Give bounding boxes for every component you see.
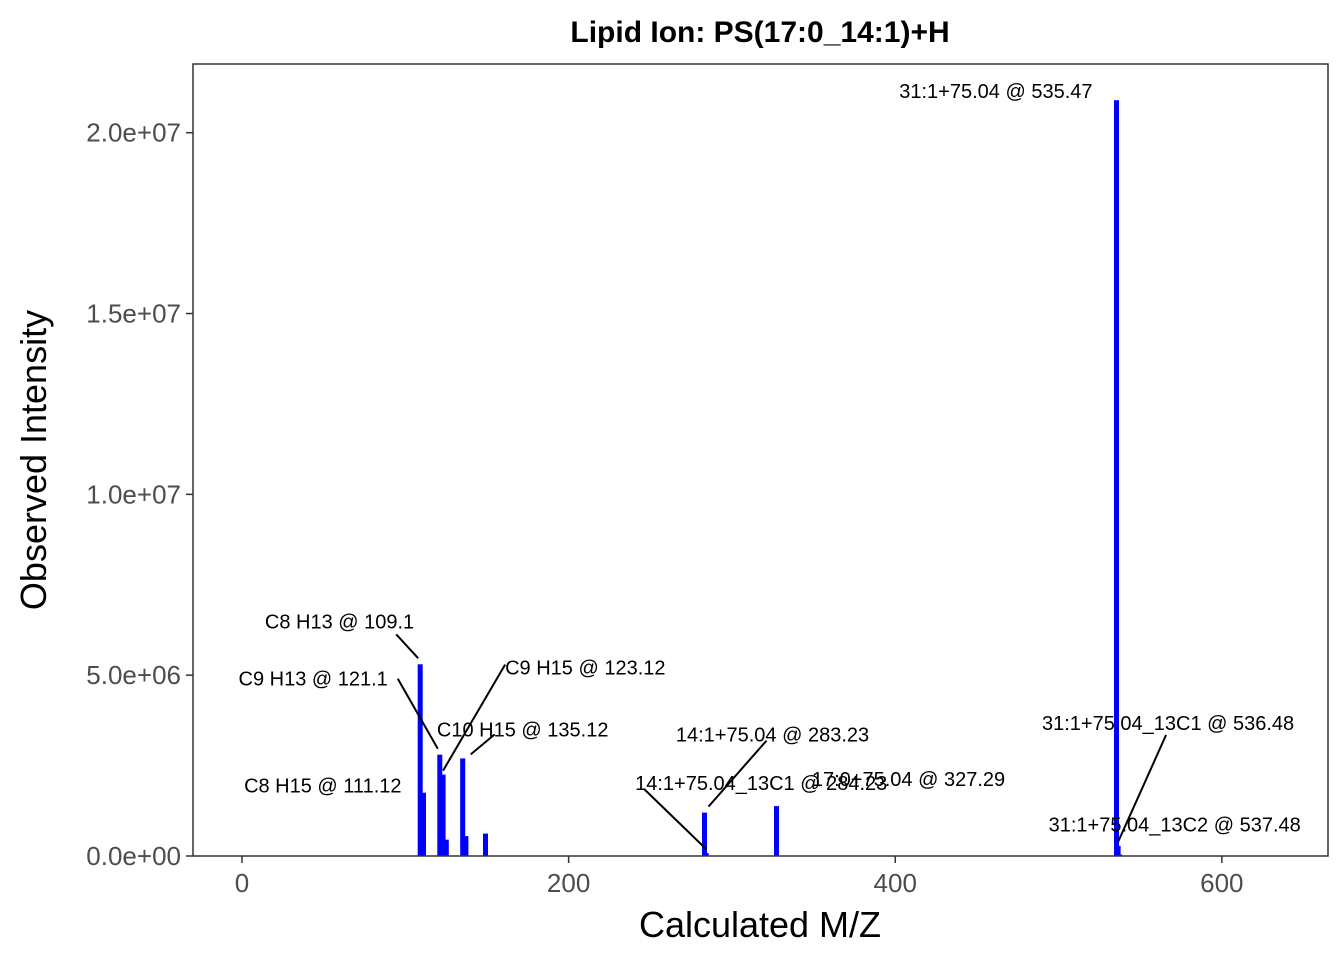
y-tick-label: 1.5e+07	[86, 299, 181, 329]
y-tick-label: 1.0e+07	[86, 479, 181, 509]
peak-bar	[703, 853, 709, 856]
y-axis-title: Observed Intensity	[13, 310, 54, 610]
peak-label: C10 H15 @ 135.12	[437, 719, 609, 741]
y-tick-label: 2.0e+07	[86, 118, 181, 148]
leader-line	[1117, 734, 1168, 843]
x-axis-title: Calculated M/Z	[639, 904, 881, 945]
y-tick-label: 5.0e+06	[86, 660, 181, 690]
chart-title: Lipid Ion: PS(17:0_14:1)+H	[570, 16, 949, 49]
leader-line	[707, 739, 768, 808]
leader-line	[395, 633, 419, 659]
peak-label: 14:1+75.04 @ 283.23	[676, 725, 869, 747]
leader-line	[470, 733, 496, 756]
x-tick-label: 0	[235, 868, 249, 898]
peak-label: 14:1+75.04_13C1 @ 284.23	[635, 773, 887, 795]
peak-label: C9 H13 @ 121.1	[239, 669, 388, 691]
peak-label: C8 H15 @ 111.12	[244, 776, 401, 798]
x-tick-label: 200	[547, 868, 590, 898]
peak-bar	[417, 664, 423, 856]
leader-line	[442, 664, 506, 772]
leader-line	[396, 678, 439, 750]
peak-bar	[437, 754, 443, 856]
peak-label: 17:0+75.04 @ 327.29	[812, 769, 1005, 791]
plot-panel-border	[192, 63, 1329, 857]
peak-bar	[443, 839, 449, 856]
x-tick-label: 400	[874, 868, 917, 898]
peak-label: 31:1+75.04_13C1 @ 536.48	[1042, 713, 1294, 735]
peak-bar	[1115, 845, 1121, 856]
bars-group	[417, 100, 1123, 856]
peak-label: 31:1+75.04 @ 535.47	[899, 81, 1092, 103]
peak-bar	[1114, 100, 1119, 856]
leader-lines-group	[395, 633, 1168, 850]
peak-bar	[421, 792, 426, 856]
y-tick-label: 0.0e+00	[86, 841, 181, 871]
peak-label: 31:1+75.04_13C2 @ 537.48	[1049, 815, 1301, 837]
peak-bar	[460, 758, 466, 856]
x-tick-label: 600	[1200, 868, 1243, 898]
axes-group: 0 200 400 600 0.0e+00 5.0e+06 1.0e+07 1.5e+07 2.…	[86, 63, 1329, 898]
peak-bar	[483, 833, 488, 856]
peak-label: C9 H15 @ 123.12	[505, 658, 665, 680]
peak-bar	[774, 806, 779, 856]
peak-bar	[463, 836, 469, 856]
peak-label: C8 H13 @ 109.1	[265, 611, 414, 633]
peak-bar	[702, 812, 707, 856]
leader-line	[643, 788, 707, 850]
peak-labels-group: 31:1+75.04 @ 535.47 C8 H13 @ 109.1 C9 H15 …	[239, 81, 1301, 836]
peak-bar	[440, 774, 446, 856]
